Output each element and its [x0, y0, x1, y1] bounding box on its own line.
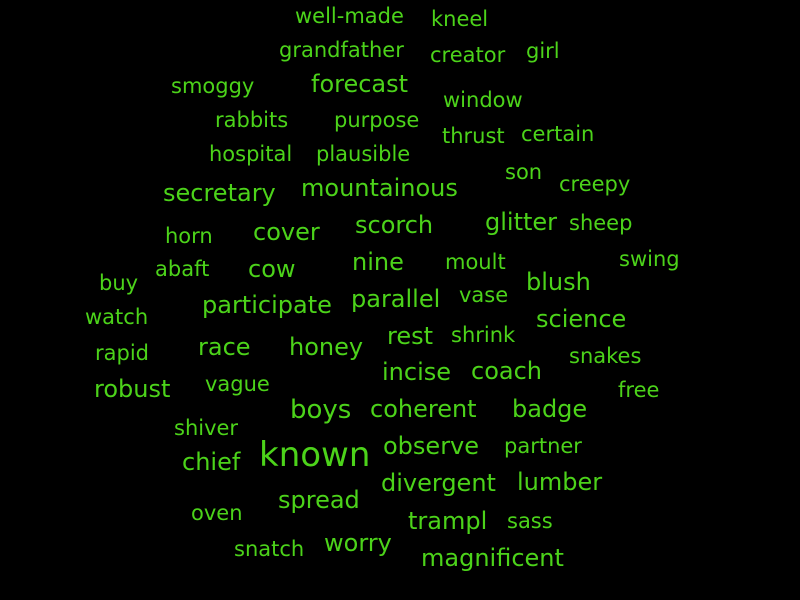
cloud-word: certain	[521, 122, 595, 146]
cloud-word: oven	[191, 501, 243, 525]
cloud-word: smoggy	[171, 74, 255, 98]
cloud-word: coach	[471, 357, 542, 385]
cloud-word: moult	[445, 250, 506, 274]
cloud-word: glitter	[485, 208, 558, 236]
cloud-word: window	[443, 88, 523, 112]
cloud-word: swing	[619, 247, 680, 271]
cloud-word: snakes	[569, 344, 642, 368]
cloud-word: sass	[507, 509, 553, 533]
cloud-word: participate	[202, 291, 332, 319]
cloud-word: kneel	[431, 7, 489, 31]
cloud-word: scorch	[355, 211, 434, 239]
cloud-word: badge	[512, 395, 588, 423]
cloud-word: thrust	[442, 124, 505, 148]
cloud-word: buy	[99, 271, 139, 295]
cloud-word: honey	[289, 333, 364, 361]
cloud-word: vague	[205, 372, 270, 396]
cloud-word: creator	[430, 43, 506, 67]
cloud-word: chief	[182, 448, 241, 476]
cloud-word: sheep	[569, 211, 633, 235]
cloud-word: spread	[278, 486, 360, 514]
cloud-word: well-made	[295, 4, 404, 28]
cloud-word: incise	[382, 358, 452, 386]
cloud-word: divergent	[381, 469, 496, 497]
cloud-word: rest	[387, 322, 434, 350]
cloud-word: girl	[526, 39, 560, 63]
cloud-word: science	[536, 305, 627, 333]
cloud-word: worry	[324, 529, 392, 557]
cloud-word: race	[198, 333, 251, 361]
cloud-word: forecast	[311, 70, 409, 98]
cloud-word: partner	[504, 434, 582, 458]
cloud-word: cover	[253, 218, 320, 246]
cloud-word: horn	[165, 224, 213, 248]
cloud-word: vase	[459, 283, 509, 307]
cloud-word: watch	[85, 305, 149, 329]
cloud-word: free	[618, 378, 660, 402]
cloud-word: abaft	[155, 257, 210, 281]
cloud-word: shrink	[451, 323, 516, 347]
cloud-word: rabbits	[215, 108, 289, 132]
cloud-word: creepy	[559, 172, 631, 196]
cloud-word: son	[505, 160, 543, 184]
cloud-word: observe	[383, 432, 480, 460]
cloud-word: hospital	[209, 142, 293, 166]
cloud-word: trampl	[408, 507, 488, 535]
cloud-word: grandfather	[279, 38, 404, 62]
cloud-word: rapid	[95, 341, 149, 365]
cloud-word: parallel	[351, 285, 441, 313]
cloud-word: secretary	[163, 179, 276, 207]
cloud-word: purpose	[334, 108, 420, 132]
cloud-word: cow	[248, 255, 296, 283]
cloud-word: plausible	[316, 142, 411, 166]
cloud-word: snatch	[234, 537, 305, 561]
cloud-word: magnificent	[421, 544, 564, 572]
cloud-word: shiver	[174, 416, 239, 440]
cloud-word: lumber	[517, 468, 603, 496]
cloud-word: mountainous	[301, 174, 458, 202]
cloud-word: robust	[94, 375, 171, 403]
cloud-word: boys	[290, 395, 352, 425]
cloud-word: coherent	[370, 395, 477, 423]
cloud-word: blush	[526, 268, 591, 296]
cloud-word: nine	[352, 248, 404, 276]
cloud-word: known	[259, 435, 371, 475]
